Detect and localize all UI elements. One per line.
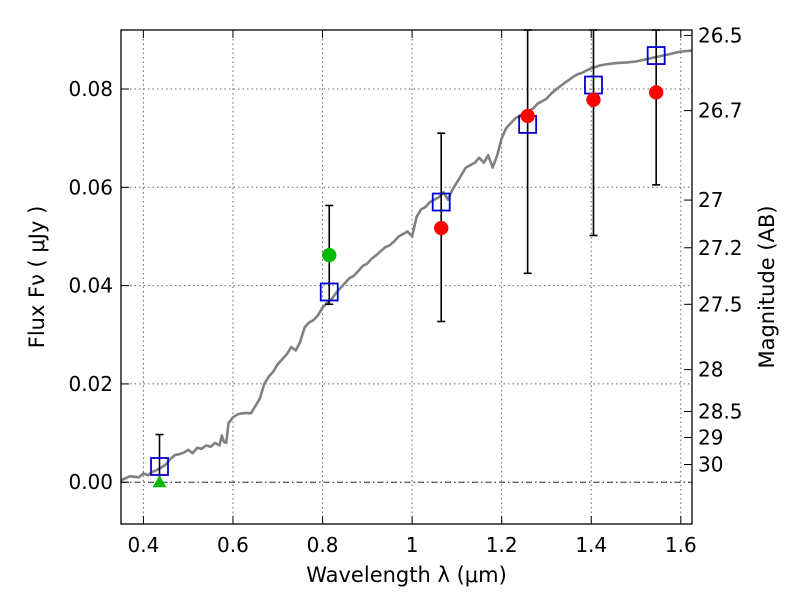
model-square [431,192,451,212]
model-square [319,282,339,302]
model-square [646,46,666,65]
y2-axis-title: Magnitude (AB) [755,205,779,368]
y2-tick-label: 29 [698,425,723,449]
errorbar-layer [155,29,661,486]
y2-tick-label: 30 [698,453,723,477]
x-axis-title: Wavelength λ (μm) [306,563,507,587]
x-tick-label: 1 [406,533,419,557]
y2-tick-label: 28.5 [698,399,743,423]
x-tick-label: 0.8 [307,533,339,557]
sed-line-layer [120,49,693,482]
x-tick-label: 1.2 [486,533,518,557]
y-tick-label: 0.04 [68,274,113,298]
plot-frame [120,29,693,525]
y2-tick-label: 27 [698,188,723,212]
y-tick-label: 0.06 [68,175,113,199]
y2-tick-label: 27.2 [698,236,743,260]
x-tick-label: 1.6 [665,533,697,557]
y-axis-title: Flux Fν ( μJy ) [25,206,49,349]
red-circle [586,92,601,108]
y2-tick-label: 26.5 [698,23,743,47]
y2-tick-label: 27.5 [698,292,743,316]
grid-layer [121,30,692,524]
y-tick-label: 0.00 [68,470,113,494]
y-tick-label: 0.02 [68,372,113,396]
x-tick-label: 1.4 [575,533,607,557]
red-circle [433,220,449,236]
green-circle [321,247,337,263]
tick-layer [121,30,692,524]
y-tick-label: 0.08 [68,77,113,101]
model-square [150,457,169,476]
y2-tick-label: 28 [698,358,723,382]
x-tick-label: 0.6 [217,533,249,557]
y2-tick-label: 26.7 [698,99,743,123]
x-tick-label: 0.4 [127,533,159,557]
label-layer: 0.4 0.6 0.8 1 1.2 1.4 1.6 0.00 0.02 0.04 0.06 0.08 2… [68,23,742,557]
sed-line [120,49,693,482]
red-circle [520,108,535,124]
marker-layer [150,46,666,488]
red-circle [648,85,664,100]
green-triangle [152,475,167,488]
